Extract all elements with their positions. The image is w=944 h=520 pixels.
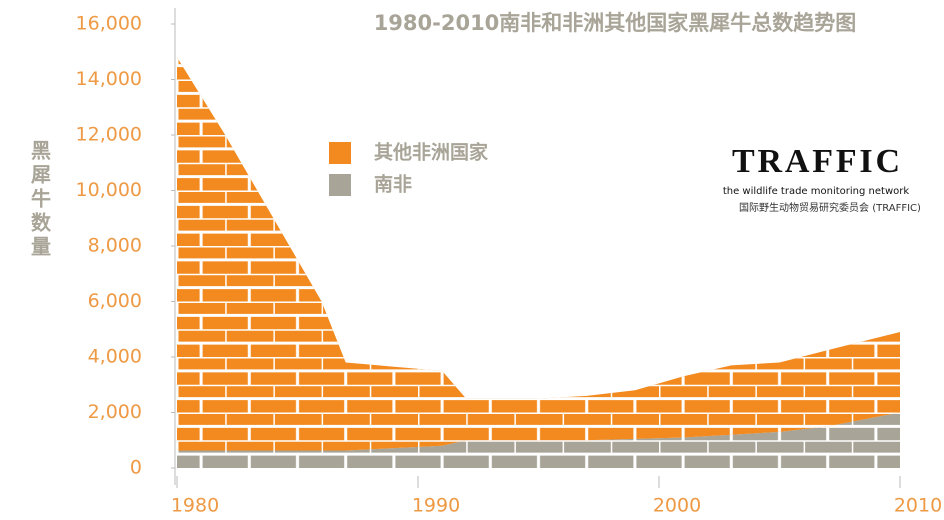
y-tick-label: 10,000 — [76, 179, 142, 201]
x-tick-label: 1990 — [412, 495, 460, 517]
x-tick-label: 1980 — [171, 495, 219, 517]
y-axis-label: 黑犀牛数量 — [28, 140, 52, 260]
y-tick-label: 0 — [130, 457, 142, 479]
y-tick-label: 14,000 — [76, 68, 142, 90]
y-tick-label: 2,000 — [88, 401, 142, 423]
area-texture — [177, 57, 900, 451]
legend-label: 其他非洲国家 — [374, 141, 489, 164]
logo-org: 国际野生动物贸易研究委员会 (TRAFFIC) — [739, 201, 921, 214]
x-tick-label: 2010 — [894, 495, 942, 517]
legend-swatch — [329, 142, 351, 164]
y-tick-label: 8,000 — [88, 235, 142, 257]
y-tick-label: 16,000 — [76, 13, 142, 35]
legend-label: 南非 — [374, 174, 412, 196]
y-tick-label: 6,000 — [88, 290, 142, 312]
y-tick-label: 12,000 — [76, 124, 142, 146]
legend-swatch — [329, 174, 351, 196]
x-tick-label: 2000 — [653, 495, 701, 517]
logo-name: TRAFFIC — [732, 143, 900, 180]
logo-tagline: the wildlife trade monitoring network — [723, 186, 910, 197]
y-tick-label: 4,000 — [88, 346, 142, 368]
chart-title: 1980-2010南非和非洲其他国家黑犀牛总数趋势图 — [374, 11, 857, 35]
